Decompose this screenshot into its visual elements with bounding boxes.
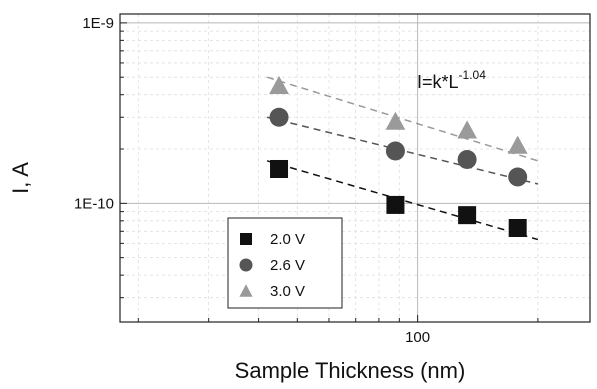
plot-frame — [119, 13, 591, 323]
grid — [120, 14, 590, 322]
legend-label-series-2: 2.6 V — [270, 257, 305, 274]
fit-equation-base: I=k*L — [417, 72, 459, 92]
fit-lines — [266, 76, 539, 241]
y-tick-label: 1E-9 — [82, 15, 114, 32]
data-point-series-2 — [508, 167, 528, 187]
data-point-series-3 — [457, 120, 478, 139]
legend-marker-series-2 — [239, 258, 253, 272]
data-point-series-2 — [457, 149, 477, 169]
data-point-series-3 — [269, 75, 289, 95]
data-point-series-1 — [386, 195, 405, 214]
data-point-series-1 — [508, 219, 527, 238]
data-markers — [269, 75, 528, 238]
fit-line-series-2 — [266, 116, 539, 185]
legend-marker-series-3 — [239, 284, 253, 297]
fit-equation-exponent: -1.04 — [459, 68, 487, 82]
axis-ticks: 100 1E-9 1E-10 — [74, 15, 539, 346]
fit-equation: I=k*L-1.04 — [417, 68, 486, 92]
legend-label-series-1: 2.0 V — [270, 231, 305, 248]
legend-label-series-3: 3.0 V — [270, 283, 305, 300]
y-axis-title: I, A — [8, 162, 33, 194]
x-axis-title: Sample Thickness (nm) — [235, 358, 466, 383]
legend-marker-series-1 — [240, 233, 252, 245]
data-point-series-3 — [507, 135, 528, 154]
data-point-series-1 — [458, 206, 477, 225]
data-point-series-2 — [385, 141, 405, 161]
data-point-series-3 — [385, 111, 406, 130]
legend: 2.0 V 2.6 V 3.0 V — [227, 217, 343, 309]
y-tick-label: 1E-10 — [74, 195, 114, 212]
data-point-series-2 — [269, 107, 289, 127]
x-tick-label: 100 — [405, 329, 430, 346]
data-point-series-1 — [270, 159, 289, 178]
